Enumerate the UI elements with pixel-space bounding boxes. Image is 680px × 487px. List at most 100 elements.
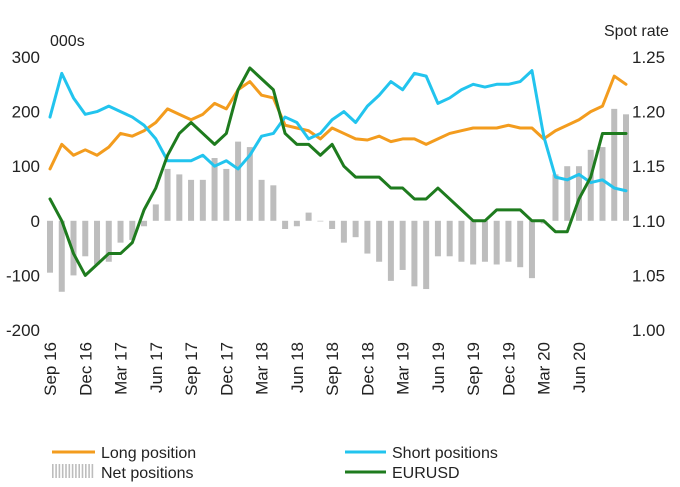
net-position-bar (105, 220, 112, 262)
legend-bar-glyph (61, 464, 64, 478)
x-tick-label: Jun 20 (570, 342, 589, 393)
legend-eurusd-label: EURUSD (392, 465, 460, 482)
left-tick-label: 200 (12, 103, 40, 122)
legend-bar-glyph (78, 464, 80, 478)
net-position-bar (223, 168, 230, 221)
net-position-bar (58, 220, 65, 292)
legend-net-positions-marker (52, 464, 94, 478)
legend-bar-glyph (58, 464, 61, 478)
legend-bar-glyph (65, 464, 67, 478)
x-tick-label: Dec 17 (217, 342, 236, 396)
net-position-bar (505, 220, 512, 262)
left-tick-label: -100 (6, 266, 40, 285)
legend-bar-glyph (91, 464, 94, 478)
x-tick-label: Mar 17 (112, 342, 131, 395)
x-tick-label: Jun 18 (288, 342, 307, 393)
net-position-bar (129, 220, 136, 240)
net-position-bar (282, 220, 289, 229)
series-line-short-positions (48, 69, 628, 193)
net-position-bar (446, 220, 453, 257)
x-tick-label: Mar 20 (535, 342, 554, 395)
net-position-bar (493, 220, 500, 265)
net-position-bar (293, 220, 300, 227)
net-position-bar (317, 220, 324, 222)
net-position-bar (199, 179, 206, 221)
x-tick-label: Sep 19 (464, 342, 483, 396)
left-tick-label: -200 (6, 321, 40, 340)
net-position-bar (434, 220, 441, 257)
x-tick-label: Mar 18 (253, 342, 272, 395)
net-position-bar (94, 220, 101, 265)
net-position-bar (470, 220, 477, 265)
x-tick-label: Dec 19 (499, 342, 518, 396)
net-position-bar (423, 220, 430, 290)
net-position-bar (364, 220, 371, 254)
right-tick-label: 1.20 (632, 103, 665, 122)
net-position-bar (611, 108, 618, 221)
x-tick-label: Jun 17 (147, 342, 166, 393)
x-axis-ticks: Sep 16 Dec 16 Mar 17 Jun 17 Sep 17 Dec 17 Mar … (41, 342, 589, 396)
legend-long-position-label: Long position (101, 445, 196, 462)
net-position-bar (305, 212, 312, 221)
net-position-bar (528, 220, 535, 279)
legend-bar-glyph (75, 464, 77, 478)
legend-bar-glyph (52, 464, 54, 478)
legend-bar-glyph (85, 464, 87, 478)
right-tick-label: 1.10 (632, 212, 665, 231)
legend-bar-glyph (81, 464, 84, 478)
right-tick-label: 1.05 (632, 266, 665, 285)
net-position-bar (329, 220, 336, 229)
right-tick-label: 1.25 (632, 48, 665, 67)
left-tick-label: 0 (31, 212, 40, 231)
net-position-bar (70, 220, 77, 276)
left-tick-label: 300 (12, 48, 40, 67)
x-tick-label: Sep 18 (323, 342, 342, 396)
legend-bar-glyph (88, 464, 90, 478)
net-position-bar (399, 220, 406, 270)
net-position-bar (587, 149, 594, 221)
net-position-bar (352, 220, 359, 238)
legend-bar-glyph (68, 464, 71, 478)
net-position-bar (152, 204, 159, 221)
right-tick-label: 1.00 (632, 321, 665, 340)
series-line-eurusd (48, 66, 628, 277)
net-position-bar (258, 179, 265, 221)
x-tick-label: Sep 16 (41, 342, 60, 396)
left-axis-unit-label: 000s (50, 33, 85, 50)
x-tick-label: Dec 16 (76, 342, 95, 396)
net-position-bar (387, 220, 394, 281)
legend-net-positions-label: Net positions (101, 465, 194, 482)
net-position-bar (141, 220, 148, 227)
right-tick-label: 1.15 (632, 157, 665, 176)
left-tick-label: 100 (12, 157, 40, 176)
net-position-bar (164, 168, 171, 221)
net-position-bar (575, 166, 582, 221)
net-positions-bars (47, 108, 629, 292)
net-position-bar (47, 220, 53, 273)
x-tick-label: Sep 17 (182, 342, 201, 396)
net-position-bar (599, 147, 606, 221)
legend-bar-glyph (55, 464, 57, 478)
net-position-bar (411, 220, 418, 287)
net-position-bar (188, 179, 195, 221)
net-position-bar (246, 147, 253, 221)
legend: Long position Short positions Net positi… (52, 445, 498, 482)
net-position-bar (623, 114, 629, 221)
series-lines (48, 66, 628, 277)
x-tick-label: Dec 18 (358, 342, 377, 396)
x-tick-label: Jun 19 (429, 342, 448, 393)
net-position-bar (82, 220, 89, 257)
net-position-bar (117, 220, 124, 243)
left-axis-ticks: 300 200 100 0 -100 -200 (6, 48, 40, 340)
net-position-bar (340, 220, 347, 243)
net-position-bar (517, 220, 524, 268)
net-position-bar (211, 158, 218, 221)
net-position-bar (235, 141, 242, 221)
x-tick-label: Mar 19 (394, 342, 413, 395)
legend-bar-glyph (71, 464, 74, 478)
legend-short-positions-label: Short positions (392, 445, 498, 462)
net-position-bar (176, 174, 183, 221)
net-position-bar (270, 185, 277, 221)
net-position-bar (564, 166, 571, 221)
